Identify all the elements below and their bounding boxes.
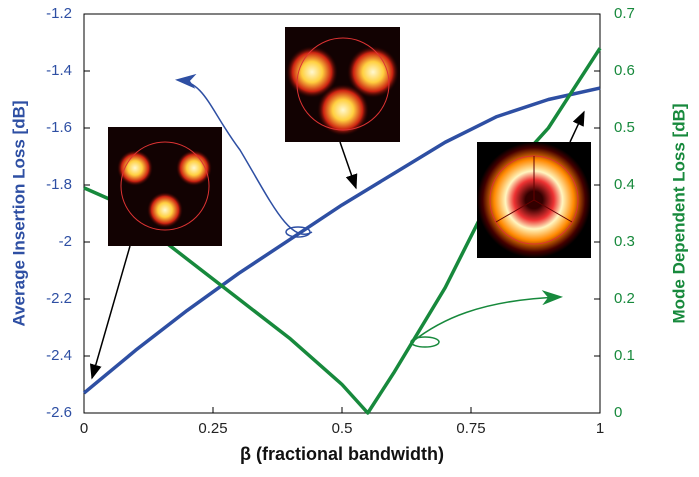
y2-tick-label: 0.5	[614, 119, 635, 136]
y2-tick-label: 0.6	[614, 62, 635, 79]
y2-tick-label: 0.1	[614, 347, 635, 364]
y2-tick-label: 0	[614, 404, 622, 421]
annotations	[89, 73, 585, 380]
y2-axis-label: Mode Dependent Loss [dB]	[669, 103, 688, 323]
y2-tick-label: 0.3	[614, 233, 635, 250]
x-tick-label: 0.75	[456, 420, 485, 437]
y-tick-label: -2.4	[46, 347, 72, 364]
y-tick-label: -1.2	[46, 5, 72, 22]
y-tick-label: -2.2	[46, 290, 72, 307]
x-tick-label: 0	[80, 420, 88, 437]
y2-tick-label: 0.7	[614, 5, 635, 22]
x-axis-label: β (fractional bandwidth)	[240, 444, 444, 464]
x-tick-label: 0.25	[198, 420, 227, 437]
y-tick-label: -1.6	[46, 119, 72, 136]
insets	[108, 27, 591, 258]
series-line	[82, 86, 601, 395]
y-tick-label: -1.4	[46, 62, 72, 79]
x-tick-label: 1	[596, 420, 604, 437]
y-axis-label: Average Insertion Loss [dB]	[9, 100, 28, 326]
y-tick-label: -2	[59, 233, 72, 250]
y2-tick-label: 0.2	[614, 290, 635, 307]
y-tick-label: -1.8	[46, 176, 72, 193]
y-tick-label: -2.6	[46, 404, 72, 421]
y2-tick-label: 0.4	[614, 176, 635, 193]
x-tick-label: 0.5	[332, 420, 353, 437]
